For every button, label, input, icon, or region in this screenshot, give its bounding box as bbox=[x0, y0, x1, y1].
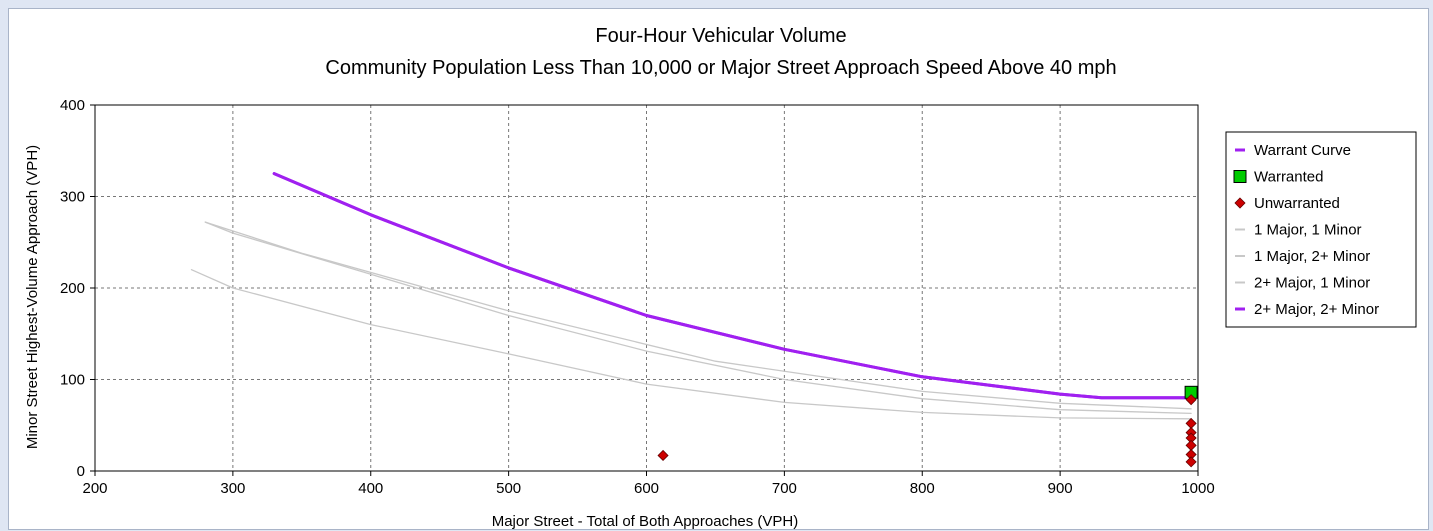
y-tick-label: 200 bbox=[60, 280, 85, 297]
legend-square-swatch bbox=[1233, 170, 1247, 183]
x-tick-label: 1000 bbox=[1181, 480, 1214, 497]
series-line-3 bbox=[190, 269, 1192, 420]
chart-frame: Four-Hour Vehicular Volume Community Pop… bbox=[8, 8, 1429, 530]
y-tick-label: 0 bbox=[77, 463, 85, 480]
legend-label: 1 Major, 1 Minor bbox=[1254, 222, 1362, 239]
x-tick-label: 500 bbox=[496, 480, 521, 497]
legend: Warrant Curve Warranted Unwarranted 1 Major… bbox=[1225, 131, 1417, 328]
x-tick-label: 300 bbox=[220, 480, 245, 497]
series-layer bbox=[190, 172, 1198, 468]
axis-ticks: 200 300 400 500 600 700 800 900 1000 0 100 200 300 40… bbox=[60, 97, 1215, 497]
series-line-6 bbox=[272, 172, 1193, 400]
x-tick-label: 900 bbox=[1048, 480, 1073, 497]
chart-title: Four-Hour Vehicular Volume bbox=[595, 25, 846, 47]
legend-label: 1 Major, 2+ Minor bbox=[1254, 248, 1370, 265]
x-tick-label: 400 bbox=[358, 480, 383, 497]
unwarranted-point bbox=[1185, 394, 1197, 406]
chart-subtitle: Community Population Less Than 10,000 or… bbox=[325, 57, 1116, 79]
y-tick-label: 400 bbox=[60, 97, 85, 114]
legend-label: 2+ Major, 1 Minor bbox=[1254, 275, 1370, 292]
x-tick-label: 700 bbox=[772, 480, 797, 497]
unwarranted-point bbox=[1185, 439, 1197, 451]
chart-svg: Four-Hour Vehicular Volume Community Pop… bbox=[24, 25, 1417, 530]
legend-box bbox=[1225, 131, 1417, 328]
legend-label: Warrant Curve bbox=[1254, 142, 1351, 159]
unwarranted-point bbox=[657, 449, 669, 462]
legend-diamond-swatch bbox=[1234, 197, 1246, 209]
x-axis-title: Major Street - Total of Both Approaches … bbox=[492, 513, 799, 530]
x-tick-label: 800 bbox=[910, 480, 935, 497]
x-tick-label: 600 bbox=[634, 480, 659, 497]
grid-lines bbox=[95, 105, 1198, 471]
legend-label: Unwarranted bbox=[1254, 195, 1340, 212]
series-line-4 bbox=[204, 221, 1192, 415]
legend-label: Warranted bbox=[1254, 169, 1323, 186]
unwarranted-point bbox=[1185, 417, 1197, 429]
x-tick-label: 200 bbox=[82, 480, 107, 497]
legend-label: 2+ Major, 2+ Minor bbox=[1254, 301, 1379, 318]
y-tick-label: 100 bbox=[60, 372, 85, 389]
y-tick-label: 300 bbox=[60, 189, 85, 206]
y-axis-title: Minor Street Highest-Volume Approach (VP… bbox=[24, 145, 41, 449]
series-line-5 bbox=[204, 221, 1192, 410]
unwarranted-point bbox=[1185, 456, 1197, 468]
